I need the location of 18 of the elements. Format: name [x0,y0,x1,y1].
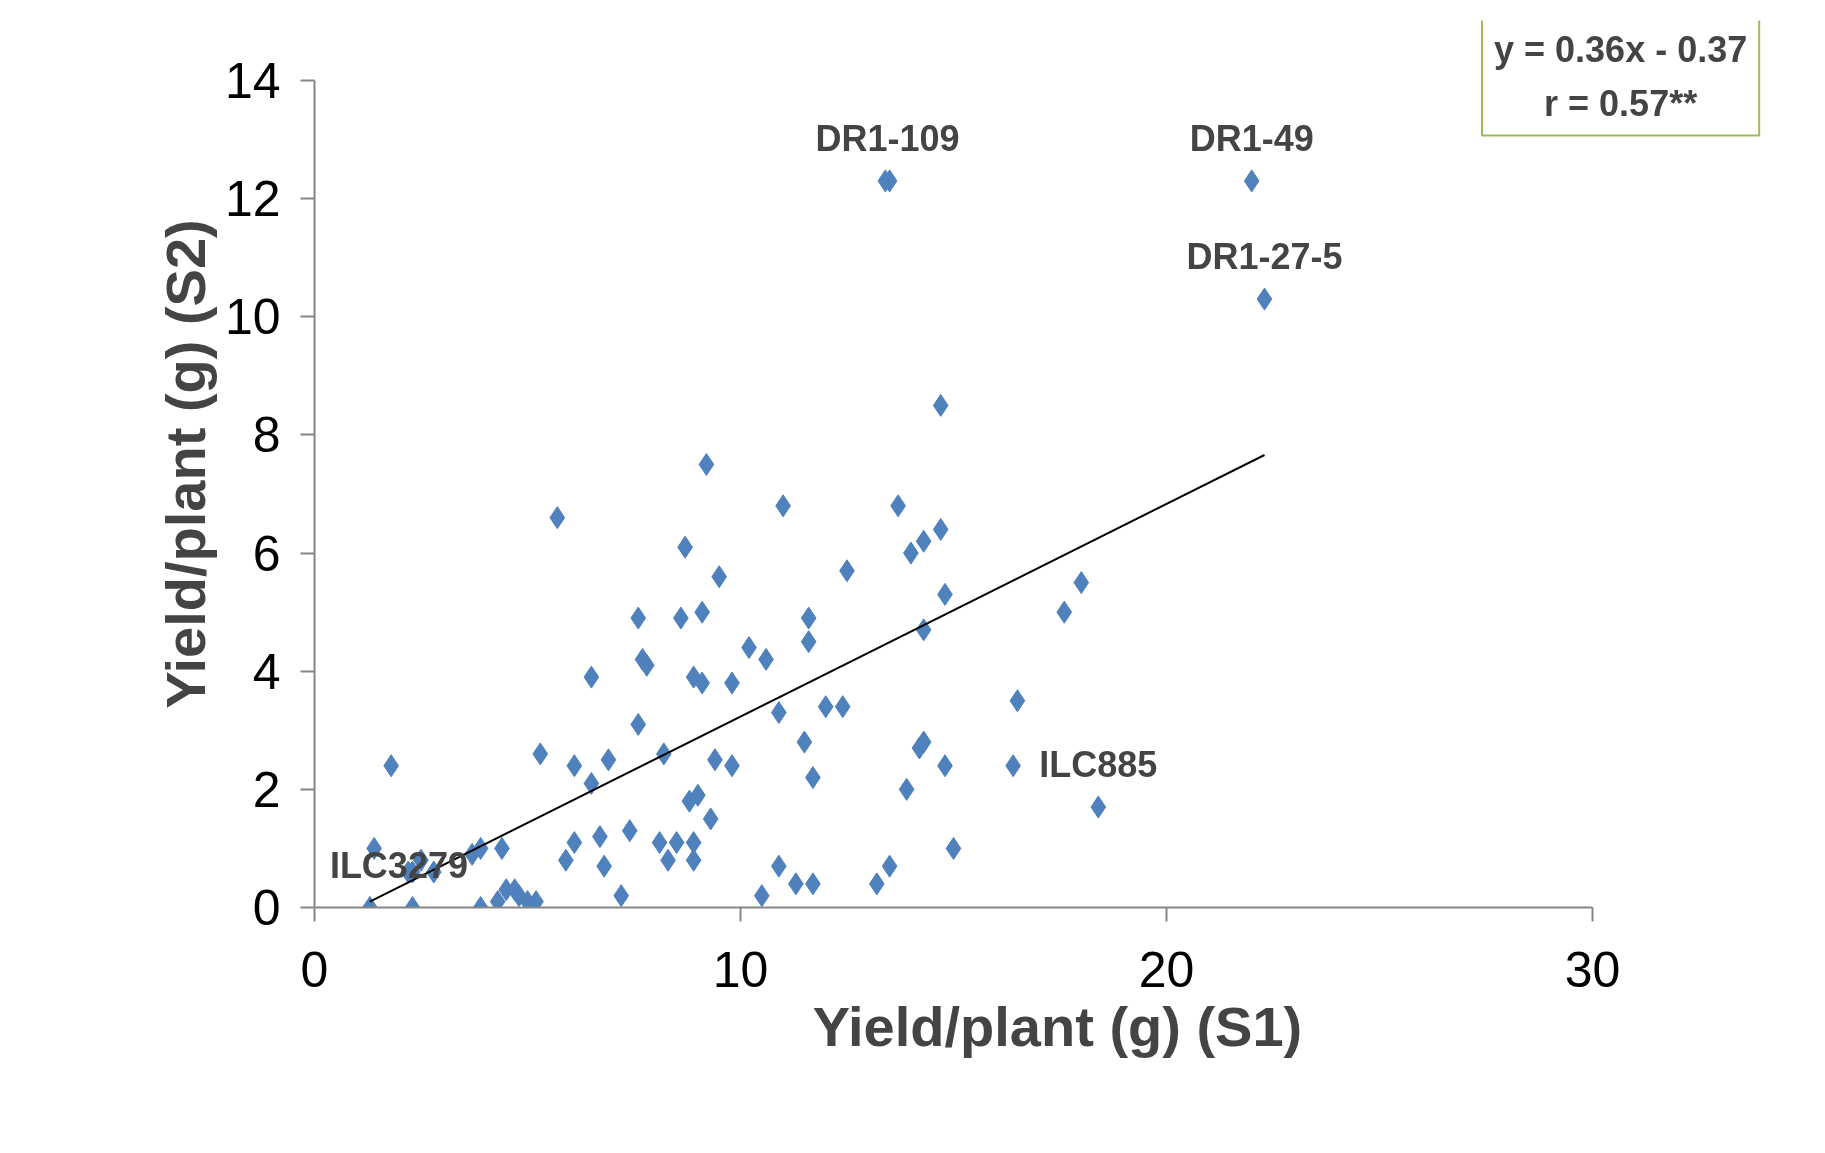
y-tick-label: 10 [224,289,281,346]
annotation: ILC885 [1039,744,1158,786]
y-tick-label: 12 [224,171,281,228]
x-tick-label: 30 [1564,941,1621,998]
y-tick-label: 14 [224,53,281,109]
y-tick-label: 6 [252,525,281,582]
annotation: r = 0.57** [1544,82,1698,124]
y-tick-label: 2 [252,761,281,818]
x-tick-label: 10 [712,941,769,998]
x-tick-label: 0 [300,941,329,998]
annotation: DR1-27-5 [1186,236,1343,278]
y-axis-title: Yield/plant (g) (S2) [153,219,217,709]
annotation: DR1-109 [815,117,960,159]
annotation: DR1-49 [1189,117,1314,159]
y-tick-label: 8 [252,407,281,464]
text: y = 0.36x - 0.37 [1494,29,1748,71]
y-tick-label: 0 [252,880,281,936]
y-tick-label: 4 [252,643,281,700]
